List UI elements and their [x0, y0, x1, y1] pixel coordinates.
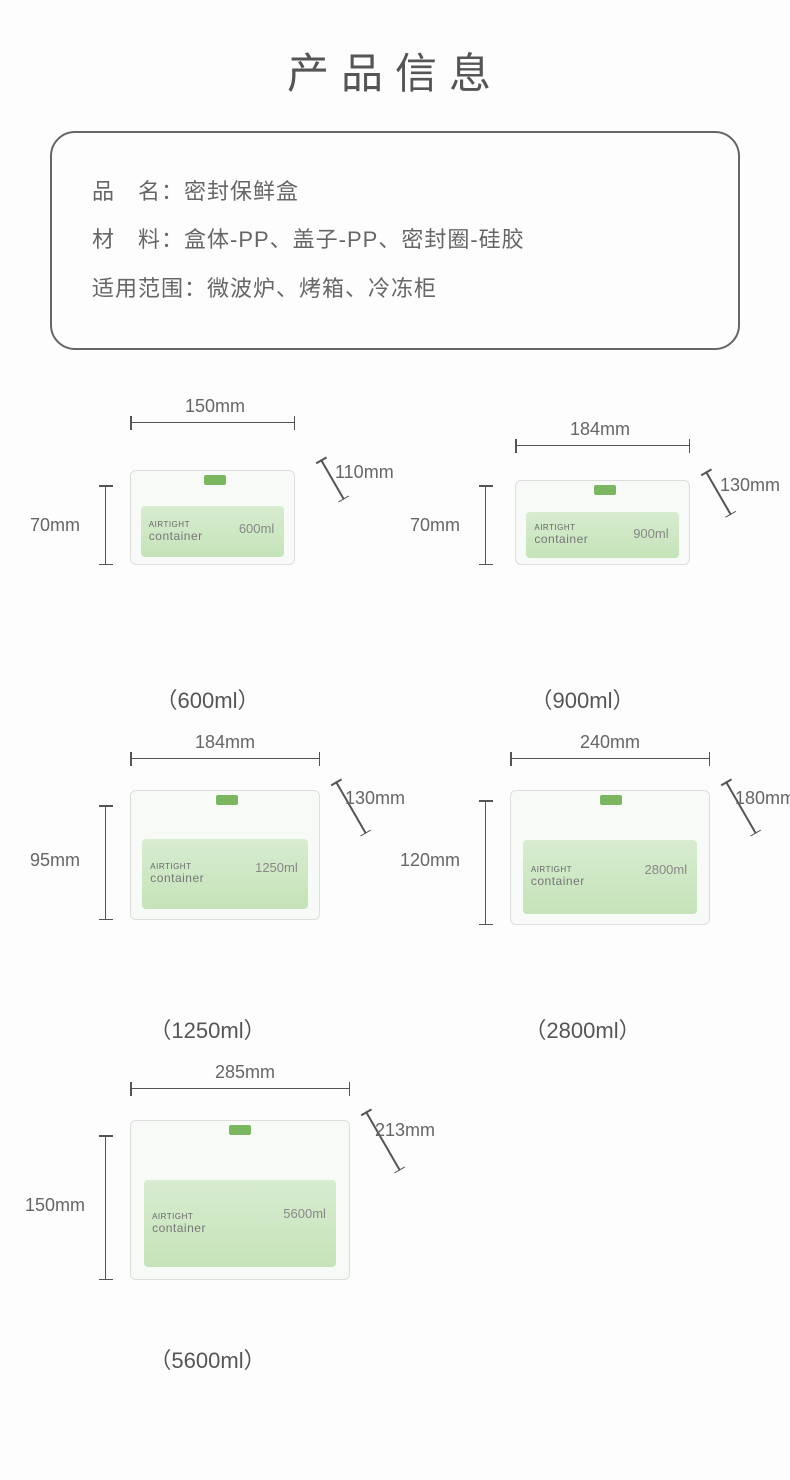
page-title: 产品信息	[0, 0, 790, 131]
info-row-usage: 适用范围：微波炉、烤箱、冷冻柜	[92, 265, 698, 313]
container-label: AIRTIGHTcontainer2800ml	[523, 840, 697, 913]
dim-depth-label: 110mm	[335, 462, 394, 483]
info-row-name: 品 名：密封保鲜盒	[92, 168, 698, 216]
container-illustration: AIRTIGHTcontainer5600ml	[130, 1120, 350, 1280]
dim-height-label: 70mm	[410, 515, 460, 536]
lid-accent	[204, 475, 226, 485]
dim-height-bar	[105, 805, 106, 920]
container-illustration: AIRTIGHTcontainer900ml	[515, 480, 690, 565]
dim-depth-label: 180mm	[735, 788, 790, 809]
label-volume: 5600ml	[283, 1206, 326, 1221]
product-caption: （900ml）	[395, 683, 770, 715]
product-cell: 150mm 70mm 110mm AIRTIGHTcontainer600ml （600…	[20, 390, 395, 720]
dim-height-bar	[485, 800, 486, 925]
dim-width-label: 184mm	[570, 419, 630, 440]
info-box: 品 名：密封保鲜盒 材 料：盒体-PP、盖子-PP、密封圈-硅胶 适用范围：微波…	[50, 131, 740, 350]
product-cell: 285mm150mm213mmAIRTIGHTcontainer5600ml（5…	[20, 1050, 395, 1380]
lid-accent	[594, 485, 616, 495]
container-illustration: AIRTIGHTcontainer1250ml	[130, 790, 320, 920]
container-label: AIRTIGHTcontainer600ml	[141, 506, 284, 557]
lid-accent	[216, 795, 238, 805]
product-cell: 184mm70mm130mmAIRTIGHTcontainer900ml（900…	[395, 390, 770, 720]
label-volume: 900ml	[633, 526, 668, 541]
product-caption: （5600ml）	[20, 1343, 395, 1375]
dim-height-label: 120mm	[400, 850, 460, 871]
product-cell: 240mm120mm180mmAIRTIGHTcontainer2800ml（2…	[395, 720, 770, 1050]
info-row-material: 材 料：盒体-PP、盖子-PP、密封圈-硅胶	[92, 216, 698, 264]
lid-accent	[229, 1125, 251, 1135]
container-label: AIRTIGHTcontainer900ml	[526, 512, 678, 558]
label-container: container	[152, 1221, 328, 1235]
dim-depth-label: 213mm	[375, 1120, 435, 1141]
dim-width-bar	[510, 758, 710, 759]
container-label: AIRTIGHTcontainer1250ml	[142, 839, 307, 909]
label-volume: 600ml	[239, 521, 274, 536]
dim-height-label: 95mm	[30, 850, 80, 871]
container-illustration: AIRTIGHTcontainer2800ml	[510, 790, 710, 925]
dim-width-bar	[130, 1088, 350, 1089]
dim-height-bar	[485, 485, 486, 565]
lid-accent	[600, 795, 622, 805]
dim-width-label: 184mm	[195, 732, 255, 753]
dim-width-bar	[515, 445, 690, 446]
dim-height-label: 70mm	[30, 515, 80, 536]
dim-height-bar	[105, 485, 106, 565]
dim-height-label: 150mm	[25, 1195, 85, 1216]
label-volume: 1250ml	[255, 860, 298, 875]
dim-width-bar	[130, 422, 295, 423]
products-grid: 150mm 70mm 110mm AIRTIGHTcontainer600ml （600…	[0, 390, 790, 1380]
dim-width-label: 240mm	[580, 732, 640, 753]
container-label: AIRTIGHTcontainer5600ml	[144, 1180, 336, 1267]
product-caption: （600ml）	[20, 683, 395, 715]
product-caption: （1250ml）	[20, 1013, 395, 1045]
label-volume: 2800ml	[644, 862, 687, 877]
product-cell: 184mm95mm130mmAIRTIGHTcontainer1250ml（12…	[20, 720, 395, 1050]
container-illustration: AIRTIGHTcontainer600ml	[130, 470, 295, 565]
dim-width-bar	[130, 758, 320, 759]
dim-width-label: 285mm	[215, 1062, 275, 1083]
dim-width-label: 150mm	[185, 396, 245, 417]
product-caption: （2800ml）	[395, 1013, 770, 1045]
dim-depth-label: 130mm	[720, 475, 780, 496]
dim-height-bar	[105, 1135, 106, 1280]
